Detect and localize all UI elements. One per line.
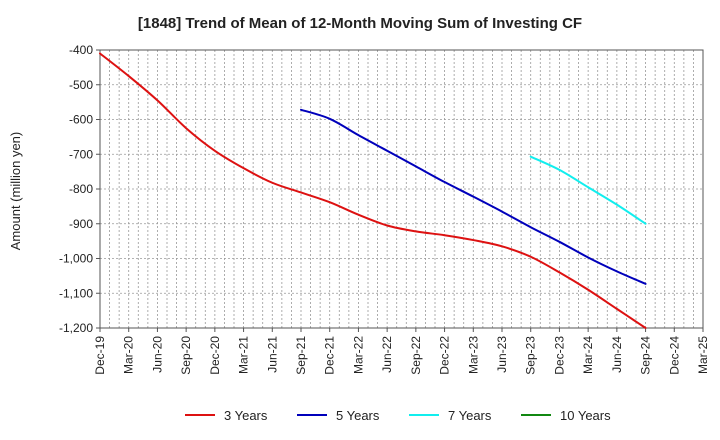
x-tick-label: Jun-24 — [610, 336, 624, 373]
y-tick-label: -400 — [69, 43, 93, 57]
y-tick-label: -1,000 — [59, 252, 93, 266]
y-tick-label: -500 — [69, 78, 93, 92]
legend-label-7-years: 7 Years — [448, 408, 492, 423]
x-tick-label: Mar-21 — [237, 336, 251, 374]
y-tick-label: -900 — [69, 217, 93, 231]
x-tick-label: Dec-23 — [552, 336, 566, 375]
x-tick-label: Jun-21 — [265, 336, 279, 373]
plot-area: -400 -500 -600 -700 -800 -900 -1,000 -1,100 -1,2… — [59, 43, 710, 375]
legend-label-5-years: 5 Years — [336, 408, 380, 423]
x-tick-label: Jun-23 — [495, 336, 509, 373]
x-tick-label: Mar-20 — [122, 336, 136, 374]
y-tick-label: -700 — [69, 147, 93, 161]
x-tick-label: Dec-24 — [667, 336, 681, 375]
series-line-3-years — [99, 52, 647, 329]
legend: 3 Years 5 Years 7 Years 10 Years — [185, 408, 611, 423]
x-tick-label: Dec-22 — [438, 336, 452, 375]
y-tick-label: -1,200 — [59, 321, 93, 335]
y-tick-label: -600 — [69, 113, 93, 127]
legend-label-3-years: 3 Years — [224, 408, 268, 423]
x-tick-label: Sep-22 — [409, 336, 423, 375]
x-tick-label: Jun-20 — [150, 336, 164, 373]
x-tick-label: Mar-24 — [581, 336, 595, 374]
x-tick-label: Mar-23 — [466, 336, 480, 374]
series-line-5-years — [300, 108, 647, 285]
x-tick-label: Dec-20 — [208, 336, 222, 375]
x-tick-label: Sep-23 — [524, 336, 538, 375]
x-tick-label: Sep-20 — [179, 336, 193, 375]
chart-title: [1848] Trend of Mean of 12-Month Moving … — [138, 15, 582, 32]
x-tick-label: Mar-22 — [351, 336, 365, 374]
x-tick-label: Mar-25 — [696, 336, 710, 374]
y-tick-label: -1,100 — [59, 286, 93, 300]
x-tick-label: Sep-24 — [639, 336, 653, 375]
legend-label-10-years: 10 Years — [560, 408, 611, 423]
x-tick-label: Sep-21 — [294, 336, 308, 375]
series-line-7-years — [529, 155, 647, 225]
y-tick-label: -800 — [69, 182, 93, 196]
x-tick-label: Dec-21 — [323, 336, 337, 375]
x-tick-label: Dec-19 — [93, 336, 107, 375]
y-axis-label: Amount (million yen) — [8, 132, 23, 251]
x-tick-label: Jun-22 — [380, 336, 394, 373]
